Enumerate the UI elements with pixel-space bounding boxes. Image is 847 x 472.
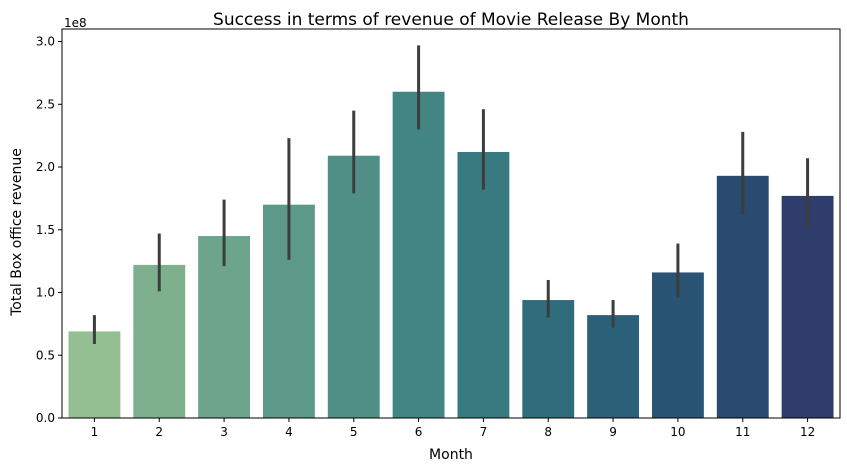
- x-tick-label: 10: [670, 425, 685, 439]
- x-axis-ticks: 1 2 3 4 5 6 7 8 9 10 11 12: [91, 418, 815, 439]
- y-tick-label: 0.5: [36, 348, 55, 362]
- x-tick-label: 6: [415, 425, 423, 439]
- y-tick-label: 2.5: [36, 97, 55, 111]
- y-scale-note: 1e8: [64, 16, 87, 30]
- bar-month-8: [522, 300, 575, 418]
- y-axis-ticks: 0.0 0.5 1.0 1.5 2.0 2.5 3.0: [36, 35, 62, 425]
- y-tick-label: 2.0: [36, 160, 55, 174]
- chart-title: Success in terms of revenue of Movie Rel…: [213, 10, 689, 30]
- bar-month-3: [198, 236, 251, 418]
- x-tick-label: 7: [480, 425, 488, 439]
- x-tick-label: 9: [609, 425, 617, 439]
- error-bars-group: [92, 45, 810, 344]
- x-tick-label: 2: [155, 425, 163, 439]
- x-tick-label: 5: [350, 425, 358, 439]
- x-axis-label: Month: [429, 447, 473, 463]
- x-tick-label: 3: [220, 425, 228, 439]
- y-tick-label: 1.5: [36, 223, 55, 237]
- y-axis-label: Total Box office revenue: [9, 148, 25, 317]
- y-tick-label: 3.0: [36, 35, 55, 49]
- plot-frame: [61, 28, 841, 419]
- bar-month-5: [327, 155, 380, 418]
- bar-month-6: [392, 91, 445, 418]
- y-tick-label: 0.0: [36, 411, 55, 425]
- x-tick-label: 1: [91, 425, 99, 439]
- x-tick-label: 12: [800, 425, 815, 439]
- bar-month-12: [781, 195, 834, 418]
- bars-group: [68, 91, 834, 419]
- x-tick-label: 11: [735, 425, 750, 439]
- bar-month-11: [716, 175, 769, 418]
- x-tick-label: 8: [544, 425, 552, 439]
- x-tick-label: 4: [285, 425, 293, 439]
- y-tick-label: 1.0: [36, 286, 55, 300]
- bar-month-9: [587, 315, 640, 418]
- bar-month-1: [68, 331, 121, 418]
- bar-month-7: [457, 151, 510, 419]
